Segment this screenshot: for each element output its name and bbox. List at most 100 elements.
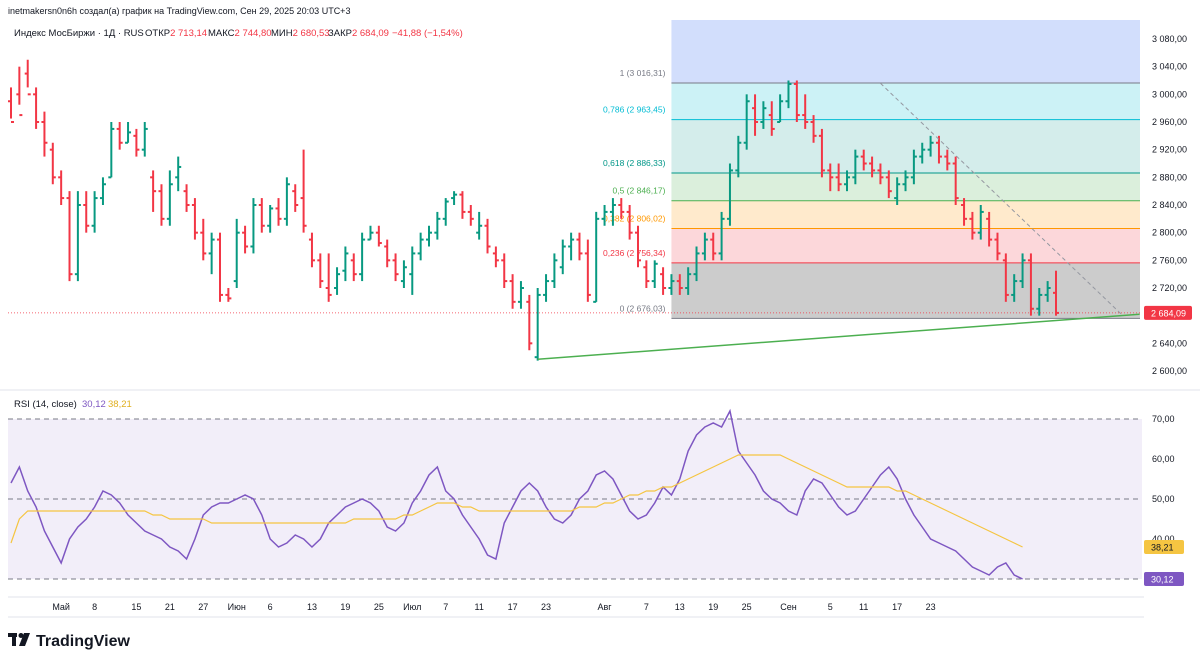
price-bar [994,232,1001,261]
fib-zone-top [671,20,1140,84]
ohlc-high-label: МАКС2 744,80 [208,28,272,39]
price-bar [685,267,692,295]
time-tick-label: 21 [165,602,175,612]
price-bar [668,274,675,295]
rsi-tag [1144,572,1184,586]
price-bar [810,115,817,143]
price-bar [910,149,917,185]
rsi-tick-label: 40,00 [1152,534,1175,544]
price-bar [927,135,934,157]
price-bar [158,184,165,226]
price-bar [451,191,458,205]
price-bar [116,122,123,150]
ohlc-high-value: 2 744,80 [235,28,272,39]
time-tick-label: 5 [828,602,833,612]
price-bar [643,260,650,288]
price-bar [200,218,207,261]
price-bar [626,205,633,240]
rsi-pane[interactable] [8,408,1142,580]
price-bar [283,177,290,226]
fib-zone-5 [671,262,1140,319]
fib-level-label-3: 0,5 (2 846,17) [613,186,666,196]
price-bar [635,225,641,268]
time-tick-label: 27 [198,602,208,612]
ohlc-low-label: МИН2 680,53 [271,28,330,39]
time-tick-label: 23 [926,602,936,612]
price-bar [1002,253,1009,302]
price-bar [325,253,332,302]
time-tick-label: Авг [598,602,613,612]
price-bar [835,163,842,192]
price-bar [242,225,249,254]
price-bar [476,211,483,240]
price-bar [860,149,867,171]
price-bar [660,267,667,295]
price-bar [726,163,733,226]
fib-zone-1 [671,119,1140,173]
price-tick-label: 2 960,00 [1152,117,1187,127]
drawing-lines[interactable] [8,82,1142,360]
price-bar [417,232,424,261]
price-bar [852,149,859,185]
price-bar [267,205,274,233]
price-tick-label: 2 880,00 [1152,172,1187,182]
fib-level-label-5: 0,236 (2 756,34) [603,248,666,258]
price-tick-label: 2 720,00 [1152,283,1187,293]
price-bar [83,191,90,233]
price-bar [459,191,466,219]
ohlc-open-value: 2 713,14 [170,28,207,39]
price-bar [710,232,717,261]
time-tick-label: 7 [644,602,649,612]
price-bar [601,205,608,226]
price-tick-label: 3 000,00 [1152,89,1187,99]
price-bar [66,191,73,282]
price-bar [961,198,968,226]
time-tick-label: 11 [474,602,483,612]
price-bar [693,246,700,282]
fib-level-label-1: 0,786 (2 963,45) [603,105,666,115]
time-tick-label: 25 [742,602,752,612]
price-bar [217,232,223,302]
ohlc-close-label: ЗАКР2 684,09 [328,28,389,39]
price-bar [559,239,566,275]
price-bar [935,135,942,164]
price-bar [543,274,550,302]
price-bar [8,87,14,123]
price-bar [1027,253,1034,316]
rsi-title: RSI (14, close) [14,399,77,410]
ohlc-close-name: ЗАКР [328,28,352,39]
time-tick-label: Сен [780,602,797,612]
price-tick-label: 2 600,00 [1152,366,1187,376]
price-bar [743,94,750,150]
ohlc-low-value: 2 680,53 [293,28,330,39]
fib-level-label-6: 0 (2 676,03) [620,303,666,313]
price-bar [718,211,725,261]
rsi-tick-label: 50,00 [1152,494,1175,504]
price-bar [400,260,407,288]
fib-level-label-0: 1 (3 016,31) [620,68,666,78]
price-bar [885,170,892,199]
price-bar [175,156,182,192]
price-bar [818,128,825,178]
time-tick-label: 17 [508,602,518,612]
price-bar [777,94,784,123]
time-tick-label: 13 [307,602,317,612]
price-bar [49,142,56,185]
price-bar [125,122,132,144]
ohlc-open-name: ОТКР [145,28,170,39]
price-bar [902,170,909,192]
price-bar [359,232,366,282]
price-bar [952,156,959,205]
price-bar [735,135,742,178]
ohlc-low-name: МИН [271,28,293,39]
last-price-tag [1144,305,1192,320]
trend-line[interactable] [537,313,1140,360]
tradingview-logo[interactable]: TradingView [8,633,131,650]
price-bar [99,177,106,205]
ohlc-close-value: 2 684,09 [352,28,389,39]
price-bar [166,170,173,226]
price-bar [108,122,115,179]
price-bar [977,205,984,240]
